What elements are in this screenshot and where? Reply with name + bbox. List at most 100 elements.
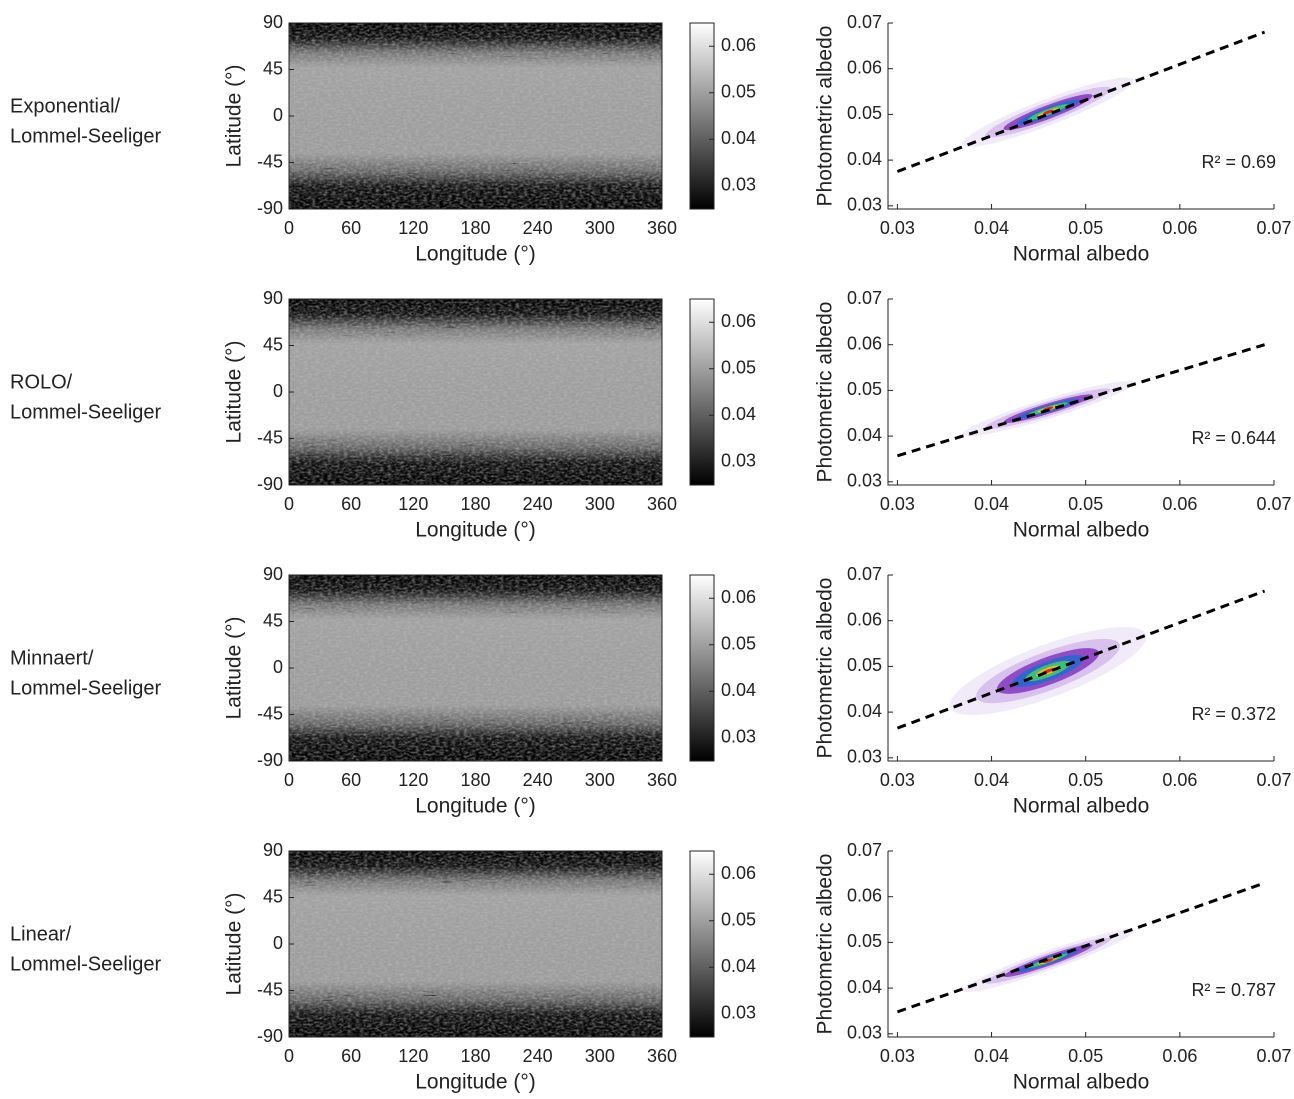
row-label: Linear/	[10, 923, 72, 945]
y-tick-label: 0.06	[847, 333, 882, 353]
x-axis-label: Normal albedo	[1013, 519, 1150, 542]
x-tick-label: 0.04	[974, 494, 1009, 514]
y-tick-label: 0.04	[847, 701, 882, 721]
colorbar-tick-label: 0.06	[721, 311, 756, 331]
y-tick-label: -45	[257, 151, 283, 171]
x-tick-label: 0.07	[1256, 1046, 1291, 1066]
colorbar-tick-label: 0.06	[721, 863, 756, 883]
y-tick-label: 0.04	[847, 425, 882, 445]
y-tick-label: 0.05	[847, 931, 882, 951]
x-axis-label: Longitude (°)	[415, 1071, 535, 1094]
row-label: Lommel-Seeliger	[10, 953, 162, 975]
y-tick-label: -90	[257, 474, 283, 494]
y-tick-label: 0	[273, 381, 283, 401]
y-tick-label: 45	[263, 886, 283, 906]
colorbar-tick-label: 0.05	[721, 910, 756, 930]
row-label: Minnaert/	[10, 647, 94, 669]
x-tick-label: 360	[647, 1046, 677, 1066]
row-label: Lommel-Seeliger	[10, 125, 162, 147]
x-axis-label: Longitude (°)	[415, 243, 535, 266]
colorbar	[689, 850, 715, 1038]
row-label: Exponential/	[10, 95, 121, 117]
x-tick-label: 0.07	[1256, 494, 1291, 514]
y-axis-label: Latitude (°)	[223, 893, 246, 996]
y-tick-label: 0.07	[847, 12, 882, 32]
annotation: R² = 0.69	[1201, 152, 1276, 172]
x-tick-label: 180	[460, 218, 490, 238]
map-gaps	[289, 162, 662, 209]
y-tick-label: 90	[263, 12, 283, 32]
annotation: R² = 0.372	[1191, 704, 1276, 724]
y-tick-label: 0.05	[847, 655, 882, 675]
x-tick-label: 300	[585, 218, 615, 238]
x-tick-label: 0.07	[1256, 218, 1291, 238]
x-tick-label: 360	[647, 218, 677, 238]
y-tick-label: 0.04	[847, 149, 882, 169]
y-tick-label: -45	[257, 979, 283, 999]
x-tick-label: 0.06	[1162, 770, 1197, 790]
colorbar-tick-label: 0.06	[721, 587, 756, 607]
y-tick-label: 0.06	[847, 885, 882, 905]
colorbar-tick-label: 0.05	[721, 82, 756, 102]
x-tick-label: 300	[585, 494, 615, 514]
y-tick-label: 0.06	[847, 609, 882, 629]
colorbar	[689, 22, 715, 210]
x-axis-label: Longitude (°)	[415, 519, 535, 542]
x-tick-label: 0.05	[1068, 1046, 1103, 1066]
row-label: Lommel-Seeliger	[10, 401, 162, 423]
colorbar	[689, 574, 715, 762]
x-tick-label: 60	[341, 1046, 361, 1066]
y-tick-label: 0	[273, 933, 283, 953]
y-axis-label: Photometric albedo	[814, 26, 837, 207]
y-axis-label: Latitude (°)	[223, 341, 246, 444]
map-gaps	[289, 714, 662, 761]
x-tick-label: 60	[341, 218, 361, 238]
colorbar	[689, 298, 715, 486]
annotation: R² = 0.787	[1191, 980, 1276, 1000]
x-tick-label: 0	[284, 494, 294, 514]
fit-line	[896, 30, 1266, 173]
y-tick-label: 0.03	[847, 471, 882, 491]
x-tick-label: 120	[398, 1046, 428, 1066]
colorbar-tick-label: 0.04	[721, 128, 756, 148]
x-tick-label: 0.05	[1068, 770, 1103, 790]
density-level	[1042, 958, 1054, 964]
colorbar-tick-label: 0.03	[721, 451, 756, 471]
colorbar-tick-label: 0.05	[721, 358, 756, 378]
x-tick-label: 0.03	[880, 1046, 915, 1066]
y-axis-label: Photometric albedo	[814, 854, 837, 1035]
colorbar-tick-label: 0.05	[721, 634, 756, 654]
y-tick-label: 90	[263, 288, 283, 308]
x-tick-label: 0.04	[974, 218, 1009, 238]
y-tick-label: -90	[257, 1026, 283, 1046]
row-label: Lommel-Seeliger	[10, 677, 162, 699]
map-gaps	[289, 990, 662, 1037]
y-tick-label: 45	[263, 334, 283, 354]
x-tick-label: 0.03	[880, 770, 915, 790]
x-tick-label: 0.03	[880, 494, 915, 514]
x-tick-label: 0	[284, 218, 294, 238]
x-tick-label: 300	[585, 1046, 615, 1066]
y-tick-label: 0.04	[847, 977, 882, 997]
y-tick-label: 0.05	[847, 103, 882, 123]
y-tick-label: 0.03	[847, 747, 882, 767]
fit-line	[896, 343, 1266, 458]
x-tick-label: 240	[523, 494, 553, 514]
x-tick-label: 0.06	[1162, 1046, 1197, 1066]
y-tick-label: 45	[263, 58, 283, 78]
y-tick-label: 0.07	[847, 288, 882, 308]
y-tick-label: 45	[263, 610, 283, 630]
x-tick-label: 0	[284, 770, 294, 790]
y-tick-label: 0.03	[847, 1023, 882, 1043]
colorbar-tick-label: 0.04	[721, 680, 756, 700]
y-axis-label: Latitude (°)	[223, 65, 246, 168]
x-tick-label: 0.04	[974, 770, 1009, 790]
x-tick-label: 120	[398, 770, 428, 790]
y-axis-label: Photometric albedo	[814, 578, 837, 759]
row-label: ROLO/	[10, 371, 73, 393]
colorbar-tick-label: 0.04	[721, 956, 756, 976]
x-tick-label: 0.04	[974, 1046, 1009, 1066]
x-axis-label: Normal albedo	[1013, 243, 1150, 266]
x-tick-label: 240	[523, 770, 553, 790]
